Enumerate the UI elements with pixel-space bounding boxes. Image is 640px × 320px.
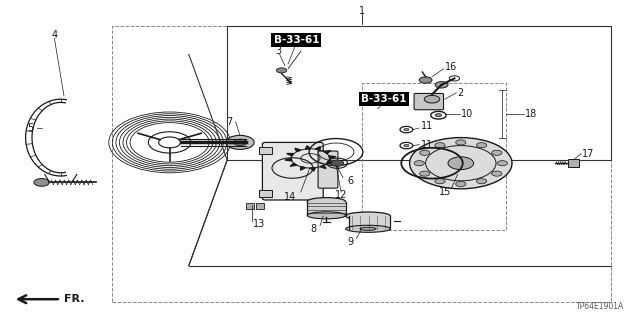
Circle shape [435,143,445,148]
Bar [256,203,264,209]
Text: 16: 16 [445,62,457,72]
Text: 3: 3 [275,46,282,56]
Circle shape [497,161,508,166]
Polygon shape [287,154,294,156]
Text: 4: 4 [51,30,58,40]
Text: 14: 14 [284,192,297,202]
Circle shape [456,140,466,145]
Ellipse shape [346,212,390,220]
Polygon shape [324,151,331,154]
Polygon shape [290,163,297,166]
Polygon shape [327,161,334,163]
Circle shape [234,139,246,146]
Text: 18: 18 [525,108,537,119]
Polygon shape [301,167,305,170]
Text: 12: 12 [335,190,348,200]
Circle shape [492,171,502,176]
Text: 2: 2 [458,88,464,98]
Circle shape [420,150,430,156]
Text: B-33-61: B-33-61 [361,94,407,104]
Text: 17: 17 [582,148,595,159]
Bar [362,83,506,230]
Bar [246,203,254,209]
Bar [259,190,272,197]
Circle shape [410,138,512,189]
FancyBboxPatch shape [318,151,338,188]
Circle shape [34,179,49,186]
Ellipse shape [307,198,346,206]
Circle shape [331,160,344,166]
Text: 8: 8 [310,224,317,234]
Circle shape [435,82,448,88]
Circle shape [492,150,502,156]
Bar [307,202,346,215]
Polygon shape [305,146,310,149]
Bar [568,159,579,167]
Circle shape [456,181,466,187]
Text: 10: 10 [461,108,473,119]
Polygon shape [329,156,336,158]
Polygon shape [320,165,326,169]
Text: 11: 11 [420,121,433,132]
Circle shape [420,171,430,176]
Bar [259,147,272,154]
Circle shape [276,68,287,73]
Circle shape [404,144,409,147]
Text: 15: 15 [438,187,451,197]
Circle shape [404,128,409,131]
FancyBboxPatch shape [414,93,444,110]
Polygon shape [285,158,292,161]
Bar [112,26,611,302]
Polygon shape [310,168,316,171]
Text: 13: 13 [253,219,265,229]
Circle shape [419,77,432,83]
Bar [227,26,611,160]
Circle shape [414,161,424,166]
Bar [349,216,390,229]
Circle shape [448,157,474,170]
Text: 11: 11 [420,140,433,150]
Text: B-33-61: B-33-61 [273,35,319,45]
Circle shape [476,143,486,148]
FancyBboxPatch shape [262,142,323,200]
Text: 1: 1 [358,6,365,16]
Text: 9: 9 [348,236,354,247]
Circle shape [476,179,486,184]
Text: B-33-61: B-33-61 [361,94,407,104]
Text: 7: 7 [226,116,232,127]
Ellipse shape [346,225,390,232]
Polygon shape [295,148,301,152]
Circle shape [226,135,254,149]
Text: 6: 6 [348,176,354,186]
Text: B-33-61: B-33-61 [273,35,319,45]
Text: FR.: FR. [64,294,84,304]
Polygon shape [316,147,320,150]
Ellipse shape [307,212,346,219]
Circle shape [435,179,445,184]
Circle shape [424,95,440,103]
Text: 5: 5 [28,123,34,133]
Text: TP64E1901A: TP64E1901A [576,302,624,311]
Ellipse shape [360,227,376,230]
Circle shape [435,114,442,117]
